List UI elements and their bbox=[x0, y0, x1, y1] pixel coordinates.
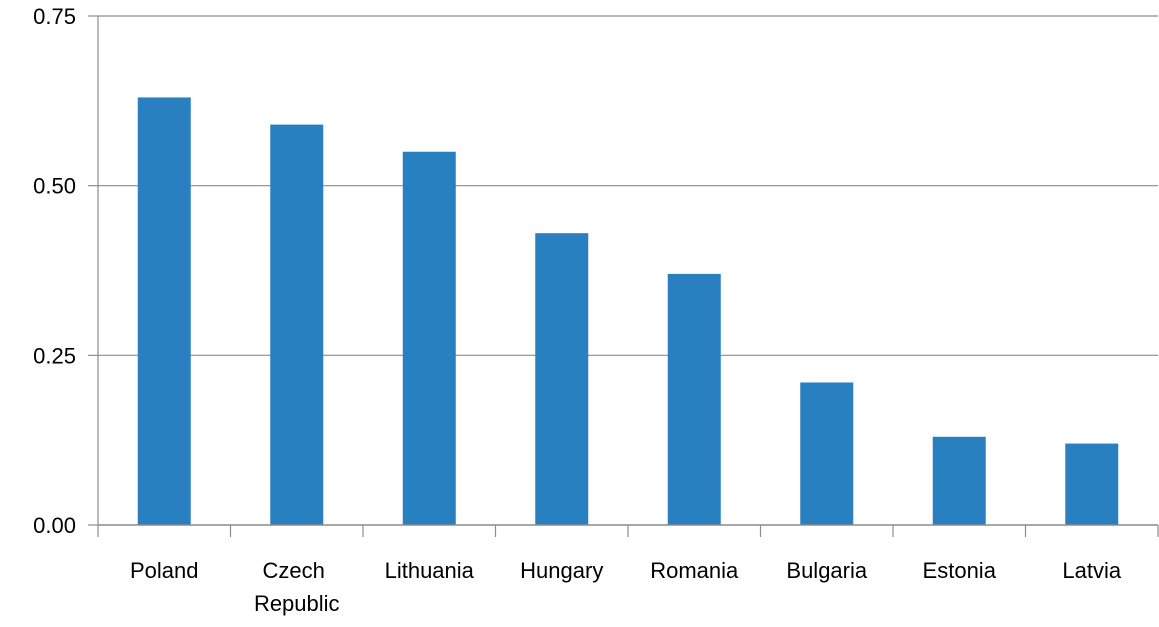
x-tick-label-line: Czech bbox=[263, 558, 331, 583]
x-tick-label: Poland bbox=[130, 558, 199, 583]
y-tick-label: 0.25 bbox=[33, 343, 76, 368]
bar bbox=[137, 97, 191, 525]
x-tick-label: Lithuania bbox=[385, 558, 475, 583]
bar bbox=[800, 382, 854, 525]
bar bbox=[402, 151, 456, 525]
bar bbox=[270, 124, 324, 525]
x-tick-label: Bulgaria bbox=[786, 558, 867, 583]
x-tick-label-line: Estonia bbox=[923, 558, 997, 583]
x-tick-label-line: Hungary bbox=[520, 558, 603, 583]
x-tick-label: Estonia bbox=[923, 558, 997, 583]
y-tick-label: 0.75 bbox=[33, 4, 76, 29]
x-tick-label-line: Lithuania bbox=[385, 558, 475, 583]
x-tick-label-line: Bulgaria bbox=[786, 558, 867, 583]
x-tick-label-line: Republic bbox=[254, 591, 340, 616]
x-tick-label-line: Romania bbox=[650, 558, 739, 583]
bar bbox=[667, 273, 721, 525]
bar bbox=[1065, 443, 1119, 525]
bar bbox=[535, 233, 589, 525]
x-tick-label: Latvia bbox=[1062, 558, 1121, 583]
bar bbox=[932, 436, 986, 525]
y-tick-label: 0.00 bbox=[33, 513, 76, 538]
x-tick-label: Czech Republic bbox=[254, 558, 340, 616]
x-tick-label: Romania bbox=[650, 558, 739, 583]
x-tick-label-line: Poland bbox=[130, 558, 199, 583]
x-tick-label: Hungary bbox=[520, 558, 603, 583]
y-tick-label: 0.50 bbox=[33, 174, 76, 199]
x-tick-label-line: Latvia bbox=[1062, 558, 1121, 583]
